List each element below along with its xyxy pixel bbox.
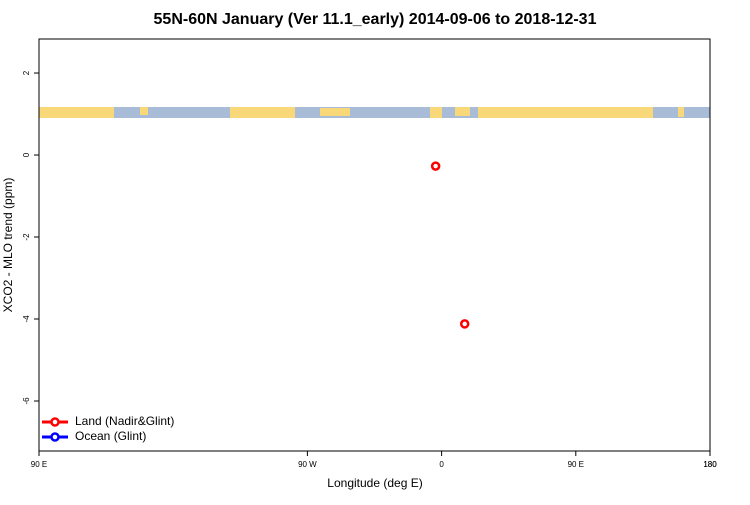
y-tick-label: 2 [22,70,31,75]
x-tick-label: 90 W [298,460,317,469]
x-tick-label: 0 [439,460,444,469]
legend-marker [50,417,60,427]
data-point [459,319,470,329]
y-axis-label: XCO2 - MLO trend (ppm) [1,178,15,313]
legend-label: Ocean (Glint) [75,429,146,443]
x-tick-label: 90 E [31,460,47,469]
x-tick-label: 180 [703,460,717,469]
map-strip [39,107,710,118]
y-tick-label: -4 [22,315,31,323]
legend-label: Land (Nadir&Glint) [75,414,174,428]
y-tick-label: -6 [22,397,31,405]
y-tick-label: 0 [22,152,31,157]
y-tick-label: -2 [22,233,31,241]
chart-title: 55N-60N January (Ver 11.1_early) 2014-09… [154,11,597,28]
plot-frame [38,38,711,452]
legend-marker [50,432,60,442]
data-point [430,161,441,171]
x-tick-label: 90 E [568,460,584,469]
x-axis-label: Longitude (deg E) [327,476,422,490]
x-tick-label: 180 [703,460,717,469]
